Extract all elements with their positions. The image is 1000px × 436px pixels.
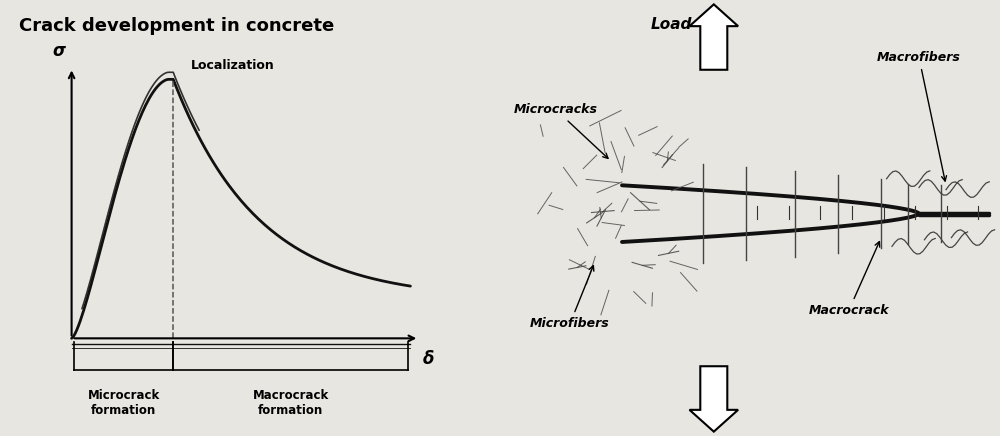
Text: Localization: Localization <box>191 58 275 72</box>
Text: Macrocrack: Macrocrack <box>808 242 889 317</box>
Text: Crack development in concrete: Crack development in concrete <box>19 17 334 34</box>
Text: Macrofibers: Macrofibers <box>877 51 961 181</box>
Text: Load: Load <box>651 17 692 32</box>
FancyArrow shape <box>690 4 738 70</box>
FancyArrow shape <box>690 366 738 432</box>
Text: Microcrack
formation: Microcrack formation <box>87 389 160 417</box>
Text: Microcracks: Microcracks <box>514 103 608 158</box>
Text: Microfibers: Microfibers <box>530 266 610 330</box>
Text: Macrocrack
formation: Macrocrack formation <box>253 389 329 417</box>
Text: σ: σ <box>52 42 65 60</box>
Text: δ: δ <box>422 350 434 368</box>
